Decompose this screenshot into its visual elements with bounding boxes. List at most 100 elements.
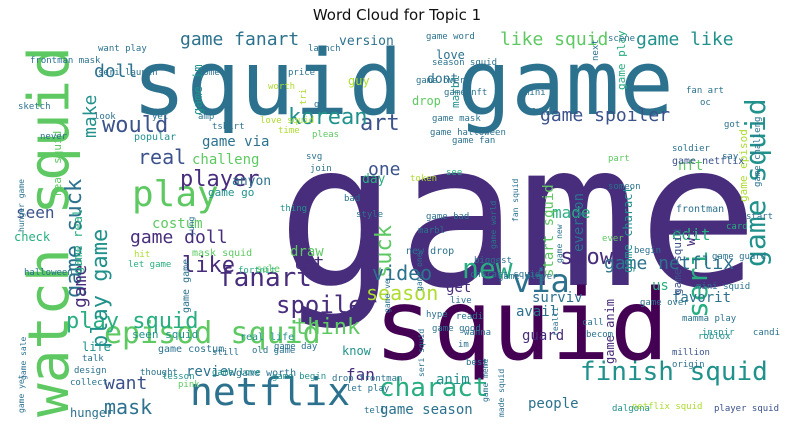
word-label: see xyxy=(446,168,463,178)
word-label: made xyxy=(552,203,591,222)
word-label: game netflix xyxy=(604,253,735,274)
word-label: new drop xyxy=(406,246,455,257)
word-label: seen xyxy=(16,203,55,222)
word-label: mini xyxy=(524,88,546,98)
word-label: sale xyxy=(256,264,281,275)
word-label: check xyxy=(14,230,51,244)
word-label: tell xyxy=(364,406,386,416)
word-label: draw xyxy=(290,244,324,260)
word-label: game netflix xyxy=(672,156,745,167)
word-label: game worth xyxy=(236,368,297,379)
word-label: finish squid xyxy=(580,357,768,387)
word-label: squid xyxy=(374,269,670,383)
word-label: game player xyxy=(498,272,558,282)
word-label: game go xyxy=(208,186,255,199)
word-label: life xyxy=(82,340,111,354)
word-label: us xyxy=(652,278,669,294)
word-label: game spoiler xyxy=(540,105,671,126)
word-label: origin xyxy=(672,360,705,370)
word-label: game charact xyxy=(621,186,635,274)
word-label: token xyxy=(410,174,438,184)
word-label: fan art xyxy=(686,86,724,96)
word-label: game yet xyxy=(17,374,26,414)
word-label: wanna xyxy=(464,328,492,338)
word-label: episod squid xyxy=(104,316,321,351)
word-label: yet xyxy=(152,112,169,122)
word-label: live xyxy=(450,296,472,306)
word-label: know xyxy=(342,344,371,358)
word-label: thought xyxy=(140,368,178,378)
word-label: game costum xyxy=(158,344,225,355)
word-label: link xyxy=(532,108,554,118)
word-label: charact squid xyxy=(470,270,541,280)
word-label: costum xyxy=(152,216,203,232)
chart-title: Word Cloud for Topic 1 xyxy=(312,6,482,24)
word-label: inspir xyxy=(702,328,735,338)
word-label: season xyxy=(366,281,439,305)
word-label: game day xyxy=(274,342,318,352)
word-label: game good xyxy=(432,324,481,334)
word-label: amp xyxy=(198,112,215,122)
word-label: think xyxy=(294,315,361,340)
word-label: dalgona xyxy=(612,404,650,414)
word-label: look xyxy=(94,112,116,122)
word-label: hype xyxy=(426,310,448,320)
word-label: dont xyxy=(427,72,459,87)
word-label: squid game xyxy=(132,31,674,136)
word-label: still xyxy=(212,348,240,358)
word-label: got xyxy=(724,120,741,130)
word-label: begin xyxy=(634,246,662,256)
word-label: marbl xyxy=(418,226,446,236)
word-label: thing xyxy=(280,204,308,214)
word-label: day xyxy=(362,172,386,187)
word-label: im xyxy=(458,340,469,350)
word-label: love squid xyxy=(260,116,315,126)
word-label: player squid xyxy=(714,404,780,414)
word-label: tshirt xyxy=(212,122,245,132)
word-label: candi xyxy=(752,328,780,338)
word-label: lesson xyxy=(162,372,195,382)
word-label: edit xyxy=(672,225,711,244)
word-label: avail xyxy=(516,304,559,320)
word-label: game fan xyxy=(452,136,496,146)
word-label: game one xyxy=(415,252,424,292)
word-label: game nft xyxy=(444,88,488,98)
word-label: drop frontman xyxy=(332,374,403,384)
word-label: real xyxy=(138,145,187,169)
word-label: game new xyxy=(555,224,564,264)
word-label: come xyxy=(198,68,220,78)
word-label: call xyxy=(582,318,604,328)
word-label: charact xyxy=(379,373,489,403)
word-label: game over xyxy=(640,298,689,308)
word-label: pleas xyxy=(312,130,340,140)
word-label: surviv xyxy=(532,290,583,306)
word-label: part xyxy=(608,154,630,164)
word-label: next xyxy=(591,38,601,61)
word-label: game halloween xyxy=(430,128,506,138)
word-label: soldier xyxy=(672,144,710,154)
word-label: version xyxy=(339,34,394,49)
word-label: video xyxy=(372,261,433,285)
word-label: mini squid xyxy=(696,282,751,292)
word-label: halloween xyxy=(24,268,73,278)
word-label: want play xyxy=(98,44,147,54)
word-label: fan squid xyxy=(511,178,520,223)
word-label: game begin xyxy=(272,372,327,382)
word-label: mask squid xyxy=(192,248,253,259)
word-label: talk xyxy=(82,354,104,364)
word-label: one xyxy=(368,159,401,180)
word-label: time xyxy=(278,126,300,136)
word-label: real life xyxy=(240,332,295,343)
word-label: game squid xyxy=(671,228,684,295)
word-label: via xyxy=(512,262,570,300)
word-label: love xyxy=(436,48,465,62)
word-label: show xyxy=(560,245,613,270)
word-label: game guard xyxy=(712,252,767,262)
word-label: netflix xyxy=(190,370,351,414)
word-label: new xyxy=(462,252,513,285)
word-label: game fanart xyxy=(180,29,300,50)
word-label: design xyxy=(74,366,107,376)
word-label: netflix squid xyxy=(632,402,703,412)
word-label: pink xyxy=(178,380,200,390)
word-label: say xyxy=(722,152,739,162)
